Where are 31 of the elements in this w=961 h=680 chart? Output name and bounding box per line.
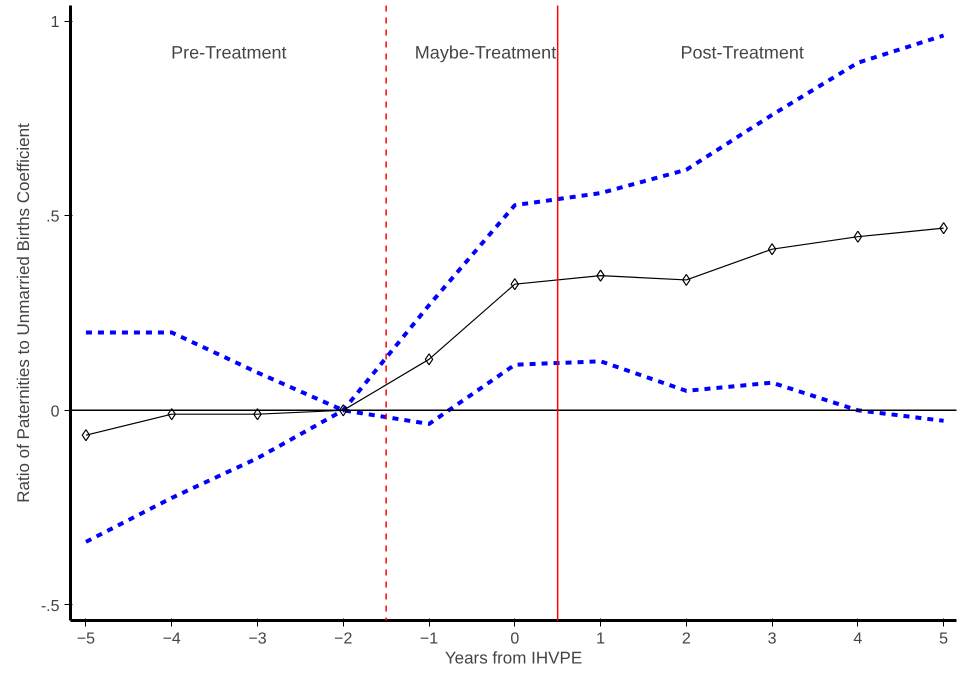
point bbox=[510, 278, 520, 290]
y-tick-label: 0 bbox=[50, 403, 60, 420]
point bbox=[167, 408, 176, 420]
annotation: Maybe-Treatment bbox=[414, 42, 556, 62]
x-tick-label: 5 bbox=[939, 630, 948, 648]
x-tick-label: 4 bbox=[853, 630, 862, 648]
x-tick-label: 0 bbox=[510, 630, 520, 648]
y-axis-title: Ratio of Paternities to Unmarried Births Coefficient bbox=[14, 122, 33, 503]
x-tick-label: 3 bbox=[768, 630, 777, 648]
point bbox=[854, 230, 862, 243]
point bbox=[424, 353, 434, 366]
x-axis-title: Years from IHVPE bbox=[444, 648, 582, 668]
point bbox=[596, 270, 605, 282]
point bbox=[768, 243, 776, 256]
annotation: Pre-Treatment bbox=[171, 42, 287, 62]
point bbox=[82, 429, 90, 442]
line-series bbox=[84, 33, 946, 544]
y-tick-label: .5 bbox=[46, 208, 60, 226]
y-tick-label: 1 bbox=[50, 14, 60, 32]
x-tick-label: −3 bbox=[248, 630, 267, 648]
x-tick-label: −5 bbox=[76, 630, 96, 648]
point bbox=[338, 404, 348, 416]
x-tick-label: −2 bbox=[334, 630, 352, 648]
point bbox=[253, 408, 262, 420]
x-tick-label: 1 bbox=[596, 630, 606, 648]
y-tick-label: -.5 bbox=[40, 598, 60, 615]
x-tick-label: 2 bbox=[682, 630, 691, 648]
point bbox=[939, 222, 948, 234]
x-tick-label: −4 bbox=[162, 630, 181, 648]
annotation: Post-Treatment bbox=[680, 42, 804, 62]
x-tick-label: −1 bbox=[420, 630, 438, 648]
